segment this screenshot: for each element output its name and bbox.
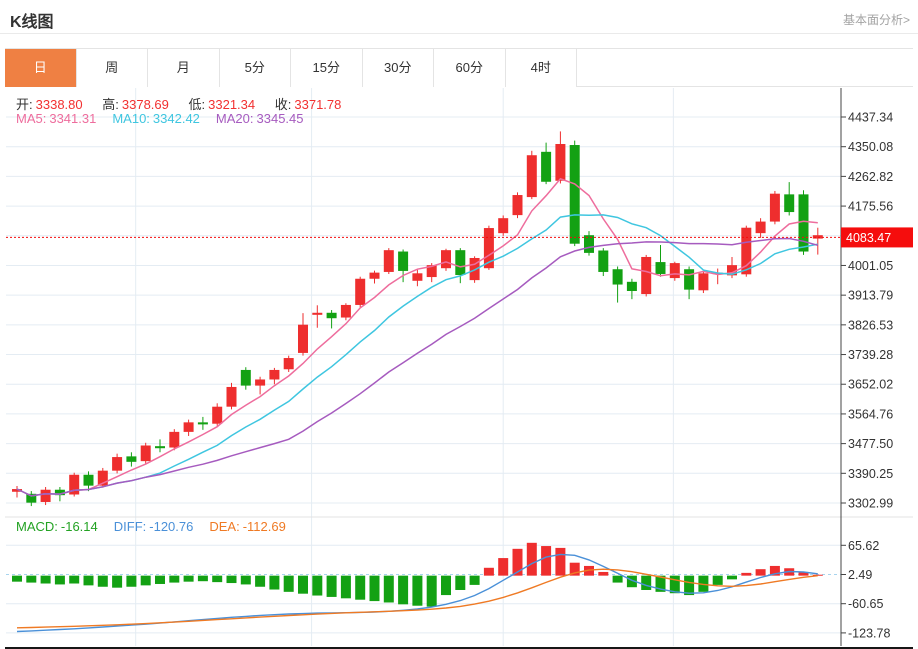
svg-text:4083.47: 4083.47	[846, 231, 891, 245]
period-tab-7[interactable]: 4时	[505, 49, 577, 87]
svg-text:4437.34: 4437.34	[848, 111, 893, 125]
open-label: 开:	[16, 97, 33, 112]
macd-info: MACD: -16.14 DIFF: -120.76 DEA: -112.69	[16, 519, 302, 534]
macd-label-2: DEA:	[209, 519, 240, 534]
open-value: 3338.80	[35, 97, 83, 112]
macd-value-2: -112.69	[242, 519, 286, 534]
current-price-label[interactable]: 4437.34 4350.08 4262.82 4175.56 4001.05 3913.…	[5, 48, 913, 647]
macd-label-0: MACD:	[16, 519, 58, 534]
svg-text:3564.76: 3564.76	[848, 407, 893, 421]
header-divider	[0, 33, 918, 34]
macd-label-1: DIFF:	[113, 519, 147, 534]
ma-label-2: MA20:	[215, 111, 254, 126]
page-title: K线图	[10, 14, 54, 31]
svg-text:-123.78: -123.78	[848, 626, 890, 640]
period-tab-4[interactable]: 15分	[291, 49, 363, 87]
close-value: 3371.78	[294, 97, 342, 112]
svg-text:4350.08: 4350.08	[848, 140, 893, 154]
period-tab-0[interactable]: 日	[5, 49, 77, 87]
period-tab-5[interactable]: 30分	[362, 49, 434, 87]
svg-text:3913.79: 3913.79	[848, 289, 893, 303]
ohlc-info: 开: 3338.80 高: 3378.69 低: 3321.34 收: 3371.78	[16, 94, 357, 113]
ma-value-2: 3345.45	[256, 111, 304, 126]
ma-label-1: MA10:	[112, 111, 150, 126]
macd-value-0: -16.14	[60, 519, 98, 534]
svg-text:3390.25: 3390.25	[848, 467, 893, 481]
svg-text:65.62: 65.62	[848, 539, 879, 553]
period-tab-1[interactable]: 周	[76, 49, 148, 87]
fundamental-analysis-link[interactable]: 基本面分析>	[842, 13, 910, 27]
ma-label-0: MA5:	[16, 111, 47, 126]
ma-info: MA5: 3341.31 MA10: 3342.42 MA20: 3345.45	[16, 111, 320, 126]
ma-value-1: 3342.42	[152, 111, 200, 126]
kline-widget: 4437.34 4350.08 4262.82 4175.56 4001.05 3913.…	[5, 48, 913, 649]
low-value: 3321.34	[208, 97, 256, 112]
period-tab-bar: 日周月 5分 15分 30分 60分 4时	[5, 48, 913, 87]
ma-value-0: 3341.31	[49, 111, 97, 126]
macd-value-1: -120.76	[149, 519, 194, 534]
svg-text:3826.53: 3826.53	[848, 318, 893, 332]
svg-text:3652.02: 3652.02	[848, 378, 893, 392]
svg-text:3302.99: 3302.99	[848, 497, 893, 511]
period-tab-3[interactable]: 5分	[219, 49, 291, 87]
low-label: 低:	[188, 97, 206, 112]
high-label: 高:	[102, 97, 119, 112]
svg-text:3739.28: 3739.28	[848, 348, 893, 362]
svg-text:4001.05: 4001.05	[848, 259, 893, 273]
svg-text:-60.65: -60.65	[848, 597, 883, 611]
period-tab-2[interactable]: 月	[148, 49, 220, 87]
svg-text:3477.50: 3477.50	[848, 437, 893, 451]
svg-text:2.49: 2.49	[848, 568, 872, 582]
svg-text:4175.56: 4175.56	[848, 200, 893, 214]
svg-text:4262.82: 4262.82	[848, 170, 893, 184]
close-label: 收:	[274, 97, 292, 112]
high-value: 3378.69	[121, 97, 169, 112]
period-tab-6[interactable]: 60分	[434, 49, 506, 87]
